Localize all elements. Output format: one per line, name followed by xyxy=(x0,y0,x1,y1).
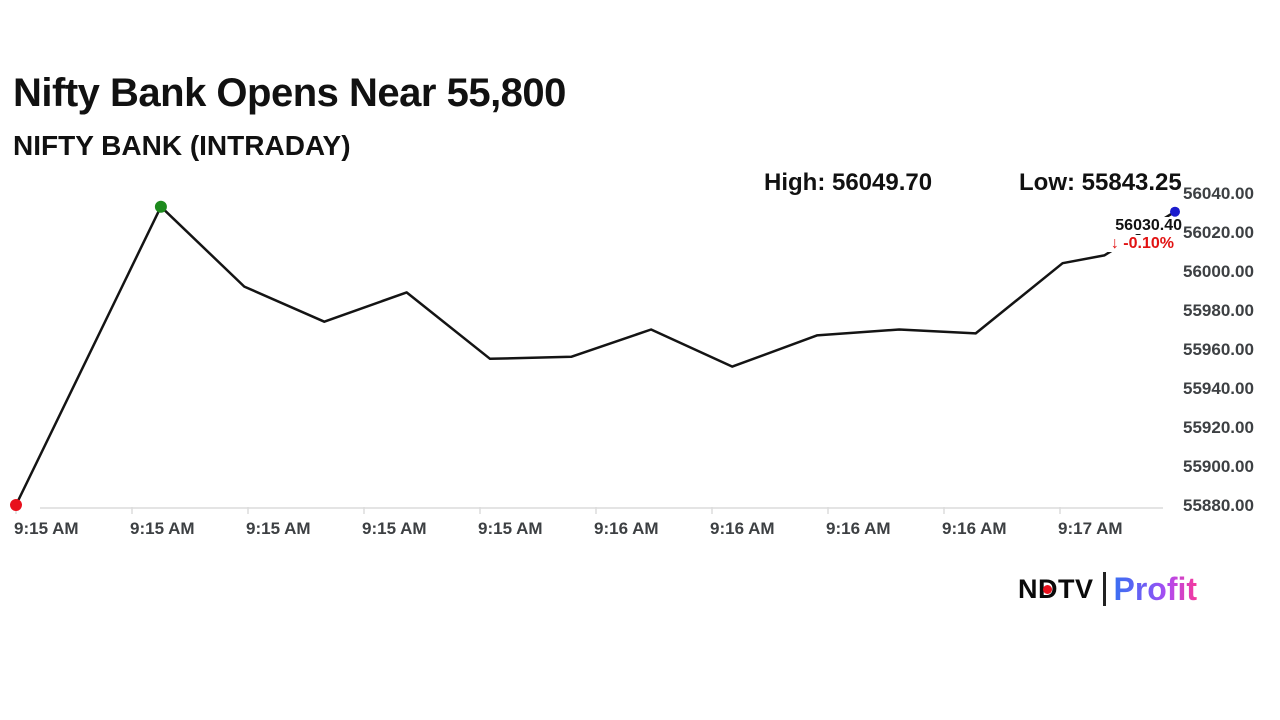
y-axis-label: 55980.00 xyxy=(1183,301,1254,320)
ndtv-profit-logo: NDTV Profit xyxy=(1018,568,1197,610)
price-change-label: ↓ -0.10% xyxy=(1090,235,1174,252)
down-arrow-icon: ↓ xyxy=(1110,235,1119,252)
y-axis-label: 55880.00 xyxy=(1183,496,1254,515)
x-axis-label: 9:16 AM xyxy=(594,519,659,538)
high-value-label: High: 56049.70 xyxy=(764,169,933,196)
latest-price-marker xyxy=(1170,206,1180,217)
page-title: Nifty Bank Opens Near 55,800 xyxy=(13,71,566,115)
session-high-marker xyxy=(154,200,167,213)
x-axis-label: 9:16 AM xyxy=(710,519,775,538)
logo-separator xyxy=(1102,572,1106,606)
x-axis-label: 9:15 AM xyxy=(130,519,195,538)
y-axis-label: 55900.00 xyxy=(1183,457,1254,476)
ndtv-wordmark: NDTV xyxy=(1018,574,1094,604)
x-axis-label: 9:16 AM xyxy=(826,519,891,538)
x-axis-label: 9:15 AM xyxy=(478,519,543,538)
y-axis-label: 55960.00 xyxy=(1183,340,1254,359)
y-axis-label: 55920.00 xyxy=(1183,418,1254,437)
x-axis-label: 9:15 AM xyxy=(246,519,311,538)
x-axis-label: 9:16 AM xyxy=(942,519,1007,538)
y-axis-label: 56040.00 xyxy=(1183,184,1254,203)
profit-wordmark: Profit xyxy=(1113,571,1198,607)
y-axis-label: 56000.00 xyxy=(1183,262,1254,281)
price-line xyxy=(14,205,1177,507)
ndtv-text: NDTV xyxy=(1018,574,1094,604)
session-open-marker xyxy=(10,499,22,511)
x-axis-label: 9:15 AM xyxy=(14,519,79,538)
price-change-percent: -0.10% xyxy=(1123,235,1174,252)
low-value-label: Low: 55843.25 xyxy=(1019,169,1182,196)
ndtv-red-dot-icon xyxy=(1043,585,1052,594)
x-axis-label: 9:15 AM xyxy=(362,519,427,538)
y-axis-label: 56020.00 xyxy=(1183,223,1254,242)
x-axis-label: 9:17 AM xyxy=(1058,519,1123,538)
chart-subtitle: NIFTY BANK (INTRADAY) xyxy=(13,130,351,161)
y-axis-label: 55940.00 xyxy=(1183,379,1254,398)
latest-price-label: 56030.40 xyxy=(1098,217,1182,234)
